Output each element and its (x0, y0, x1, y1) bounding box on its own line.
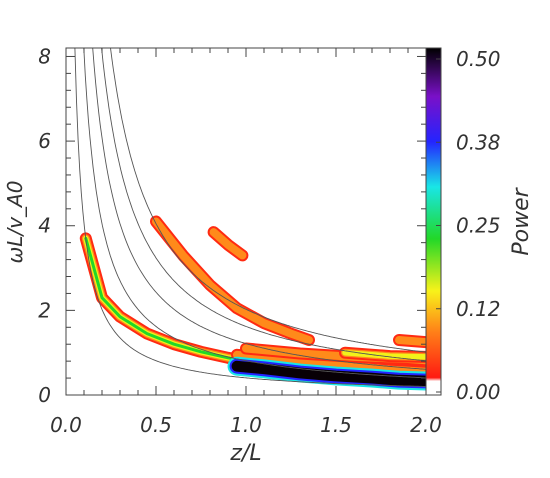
power-ridge-0-level-3 (84, 236, 248, 363)
reference-curve-3 (101, 48, 426, 362)
y-tick-label: 2 (38, 298, 51, 322)
power-ridge-6-level-1 (395, 336, 426, 347)
y-axis-label: ωL/v_A0 (3, 181, 27, 264)
colorbar (425, 47, 442, 396)
axis-ticks (65, 48, 427, 396)
colorbar-label: Power (509, 186, 534, 255)
plot-area (74, 48, 426, 391)
power-ridge-5-level-2 (342, 349, 426, 360)
y-tick-label: 4 (38, 214, 51, 238)
power-ridge-2-level-1 (152, 217, 313, 344)
reference-curve-1 (83, 48, 426, 379)
x-tick-label: 1.0 (230, 413, 262, 437)
reference-curve-2 (92, 48, 426, 370)
power-ridge-1-level-1 (209, 228, 247, 260)
y-tick-label: 8 (38, 44, 51, 68)
colorbar-tick-label: 0.50 (456, 47, 501, 71)
colorbar-tick-label: 0.25 (456, 214, 501, 238)
power-ridge-7-level-6 (231, 360, 426, 387)
colorbar-tick-label: 0.12 (456, 297, 501, 321)
y-tick-label: 6 (38, 129, 51, 153)
x-tick-label: 0.0 (50, 413, 82, 437)
x-tick-label: 0.5 (140, 413, 172, 437)
power-ridges (79, 215, 426, 391)
x-tick-label: 1.5 (320, 413, 352, 437)
colorbar-tick-label: 0.38 (456, 130, 501, 154)
power-ridge-2-level-0 (150, 215, 315, 346)
power-ridge-3-level-1 (233, 350, 426, 376)
reference-curves (74, 48, 426, 387)
reference-curve-0 (74, 48, 426, 387)
x-axis-label: z/L (229, 441, 261, 466)
colorbar-tick-label: 0.00 (456, 380, 501, 404)
x-tick-label: 2.0 (410, 413, 442, 437)
tick-labels: 0.0 0.5 1.0 1.5 2.0 0 2 4 6 8 (38, 44, 442, 437)
colorbar-ticks: 0.00 0.12 0.25 0.38 0.50 (436, 47, 501, 404)
y-tick-label: 0 (38, 383, 51, 407)
reference-curve-4 (110, 48, 426, 353)
